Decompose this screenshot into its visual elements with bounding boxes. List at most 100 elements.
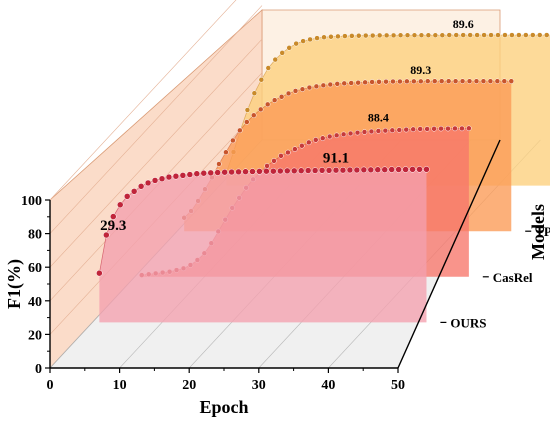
data-point [292,88,299,94]
data-point [313,83,320,90]
x-tick-label: 10 [113,378,127,393]
data-point [390,32,397,39]
data-point [411,78,417,85]
data-point [432,32,439,38]
data-point [200,169,208,177]
data-point [362,79,368,86]
data-point [509,32,515,38]
data-point [473,78,480,84]
data-point [516,32,522,38]
data-point [257,106,264,113]
data-point [179,172,187,179]
data-point [339,166,347,174]
data-point [300,38,306,44]
data-point [383,32,390,39]
wall-grid-line [49,5,263,234]
data-point [285,90,292,97]
data-point [354,129,361,136]
data-point [144,179,152,187]
data-point [459,125,465,132]
data-point [265,65,272,71]
data-point [361,129,368,135]
data-point [304,167,312,174]
z-axis-title: Models [528,204,548,260]
y-tick-label: 100 [21,194,42,209]
data-point [369,79,375,85]
data-point [537,32,543,38]
data-point [193,170,201,177]
data-point [228,168,235,176]
y-axis-title: F1(%) [4,259,25,309]
data-point [96,269,103,277]
data-point [278,94,285,100]
data-point [137,183,145,190]
data-point [418,78,424,85]
data-point [376,79,382,85]
data-point [244,119,250,125]
y-tick-label: 40 [28,295,42,310]
data-point [272,56,279,63]
data-point [335,33,341,40]
data-point [271,97,278,103]
data-point [326,133,333,140]
data-point [418,32,425,38]
data-point [369,32,376,39]
data-point [431,78,438,84]
data-point [452,78,459,84]
data-point [488,32,494,38]
data-point [214,169,221,176]
data-point [264,163,270,169]
data-point [523,32,529,38]
y-tick-label: 60 [28,261,42,276]
data-point [530,32,536,38]
ribbons [96,32,550,323]
wall-grid-line [49,0,237,201]
data-point [216,161,222,167]
data-point [271,158,277,164]
data-point [340,131,347,138]
data-point [411,32,418,38]
final-value-label: 91.1 [323,150,349,166]
data-point [313,137,319,143]
data-point [297,167,305,174]
data-point [431,126,437,132]
data-point [314,35,320,41]
data-point [356,32,362,39]
x-tick-label: 0 [47,378,54,393]
data-point [207,169,214,177]
data-point [307,36,313,43]
data-point [249,168,256,175]
data-point [459,78,466,84]
data-point [263,167,270,175]
data-point [321,34,327,41]
data-point [481,32,487,38]
data-point [452,125,458,132]
data-point [438,125,444,132]
data-point [327,81,334,88]
data-point [423,166,430,173]
data-point [318,167,326,174]
data-point [404,78,410,85]
data-point [397,78,403,85]
data-point [424,126,430,132]
z-tick-label: OURS [450,315,486,330]
data-point [494,78,501,84]
data-point [376,32,383,39]
data-point [410,126,416,133]
data-point [277,167,284,175]
data-point [382,127,389,134]
data-point [367,166,375,174]
data-point [123,193,131,200]
y-tick-label: 20 [28,328,42,343]
ribbon-ours [96,166,430,323]
data-point [284,167,291,175]
data-point [325,167,333,174]
data-point [292,146,298,152]
y-tick-label: 0 [35,362,42,377]
x-tick-label: 30 [252,378,266,393]
final-value-label: 89.3 [410,63,431,77]
data-point [151,177,159,184]
data-point [355,79,361,86]
data-point [256,168,263,175]
